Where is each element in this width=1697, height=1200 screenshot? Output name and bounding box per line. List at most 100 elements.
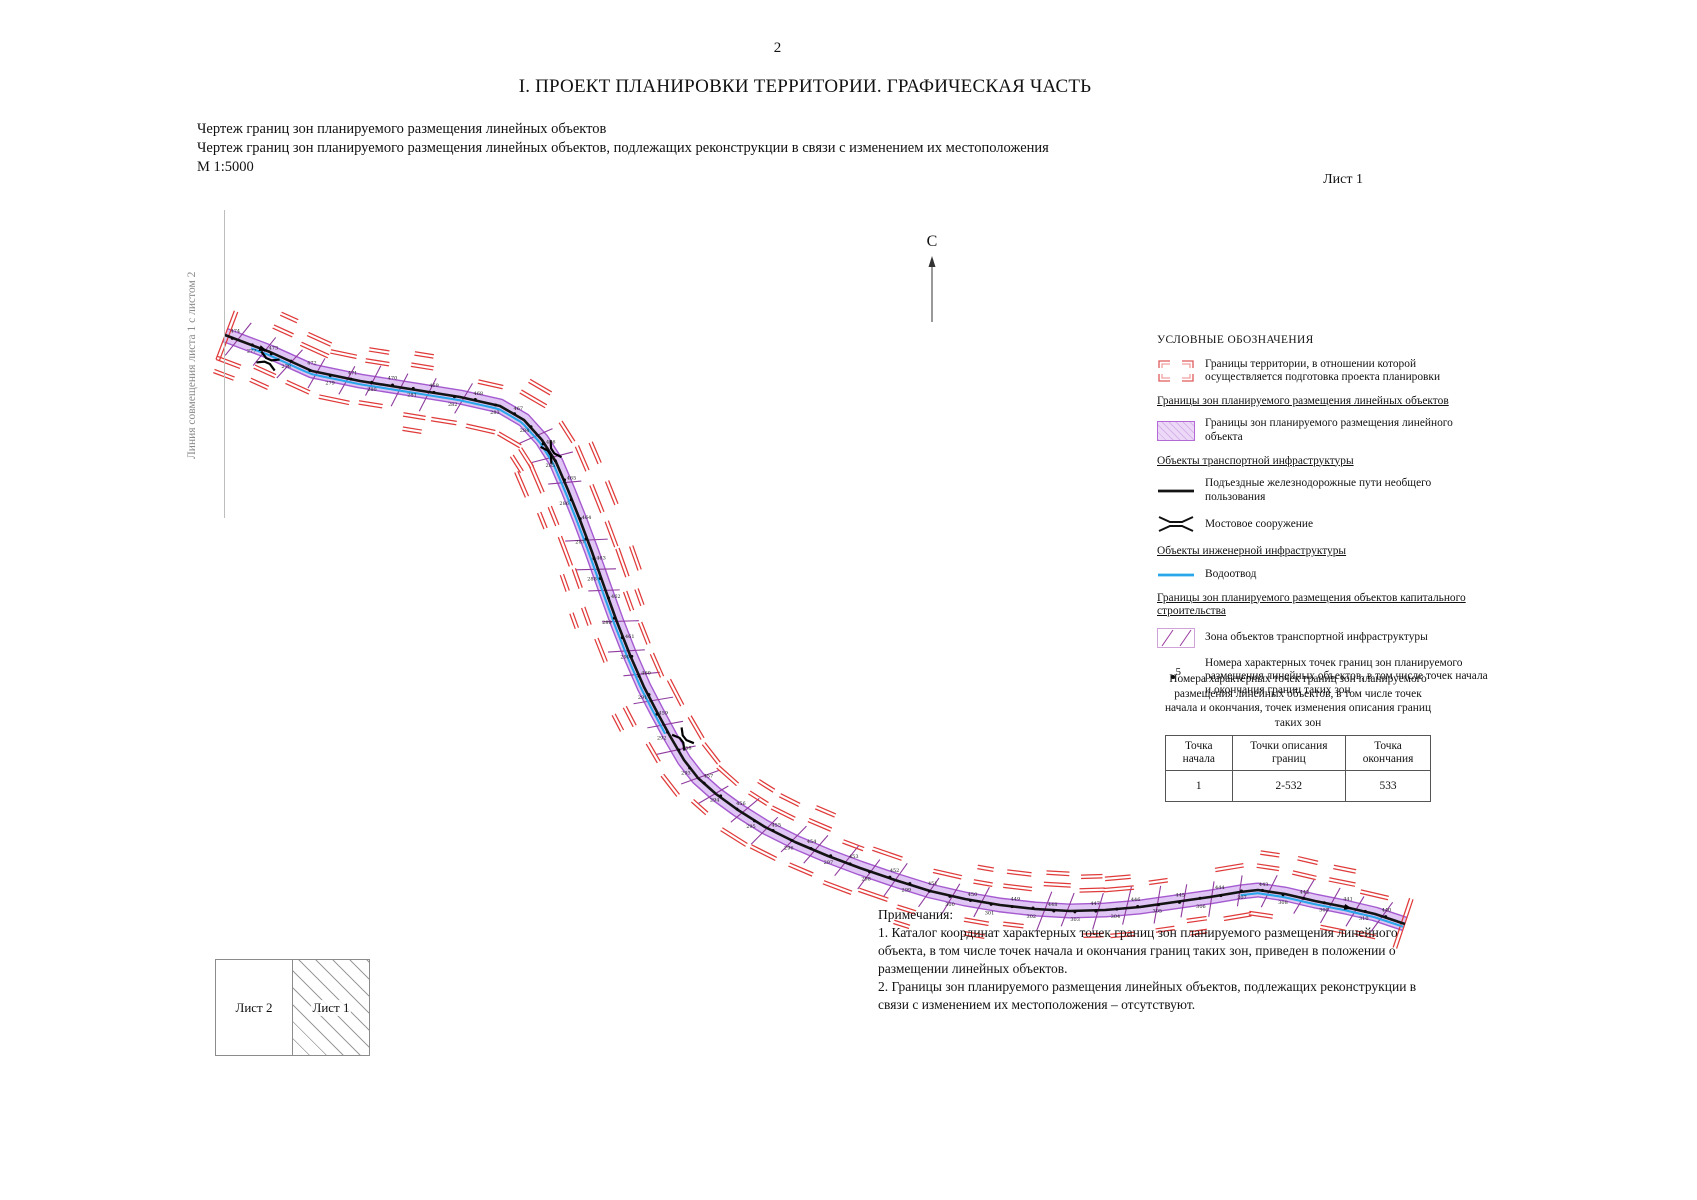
point-numbers-table: Точка начала Точки описания границ Точка… <box>1165 735 1431 803</box>
svg-text:282: 282 <box>448 402 458 408</box>
svg-text:465: 465 <box>567 475 577 481</box>
svg-text:280: 280 <box>367 387 377 393</box>
legend-item-transport-zone: Зона объектов транспортной инфраструктур… <box>1157 627 1493 648</box>
svg-text:473: 473 <box>269 346 279 352</box>
svg-text:468: 468 <box>474 391 484 397</box>
svg-text:303: 303 <box>1070 917 1080 923</box>
note-2: 2. Границы зон планируемого размещения л… <box>878 979 1417 1012</box>
svg-text:471: 471 <box>348 370 358 376</box>
start-point-value: 1 <box>1165 770 1233 803</box>
legend-item-point-numbers: 5 Номера характерных точек границ зон пл… <box>1157 657 1493 698</box>
svg-text:286: 286 <box>559 501 569 507</box>
notes-title: Примечания: <box>878 907 954 922</box>
sheet-layout-inset: Лист 2 Лист 1 <box>215 959 370 1056</box>
svg-text:459: 459 <box>658 710 668 716</box>
sheet-join-label: Линия совмещения листа 1 с листом 2 <box>186 271 198 459</box>
svg-text:281: 281 <box>407 392 417 398</box>
svg-text:277: 277 <box>247 349 257 355</box>
svg-text:448: 448 <box>1048 902 1058 908</box>
legend-item-label: Зона объектов транспортной инфраструктур… <box>1205 630 1428 643</box>
svg-text:460: 460 <box>641 671 651 677</box>
point-number-icon: 5 <box>1157 666 1195 684</box>
svg-text:466: 466 <box>546 439 556 445</box>
svg-text:455: 455 <box>772 823 782 829</box>
svg-text:284: 284 <box>520 428 530 434</box>
svg-text:462: 462 <box>611 594 621 600</box>
svg-text:292: 292 <box>657 735 667 741</box>
svg-text:291: 291 <box>638 695 648 701</box>
svg-text:453: 453 <box>849 854 859 860</box>
svg-text:289: 289 <box>602 620 612 626</box>
railway-line-icon <box>1157 486 1195 496</box>
drawing-subtitle: Чертеж границ зон планируемого размещени… <box>197 120 1049 177</box>
legend-title: УСЛОВНЫЕ ОБОЗНАЧЕНИЯ <box>1157 334 1314 346</box>
svg-text:450: 450 <box>968 892 978 898</box>
svg-text:296: 296 <box>784 846 794 852</box>
svg-text:443: 443 <box>1259 882 1269 888</box>
sheet-join-line <box>224 210 225 518</box>
page-number: 2 <box>773 40 782 56</box>
svg-text:308: 308 <box>1278 900 1288 906</box>
legend-item-label: Границы зон планируемого размещения лине… <box>1205 417 1453 443</box>
svg-text:461: 461 <box>625 634 635 640</box>
inset-sheet-2: Лист 2 <box>233 999 275 1016</box>
point-numbers-table-block: Номера характерных точек границ зон план… <box>1160 672 1436 803</box>
legend-item-label: Мостовое сооружение <box>1205 517 1313 530</box>
legend-item-label: Номера характерных точек границ зон план… <box>1205 656 1488 696</box>
svg-text:305: 305 <box>1153 909 1163 915</box>
legend-item-label: Подъездные железнодорожные пути необщего… <box>1205 477 1432 503</box>
svg-text:304: 304 <box>1111 914 1121 920</box>
svg-text:293: 293 <box>681 771 691 777</box>
legend-item-zone: Границы зон планируемого размещения лине… <box>1157 417 1493 444</box>
water-line-icon <box>1157 570 1195 580</box>
svg-text:301: 301 <box>985 910 995 916</box>
zone-swatch-icon <box>1157 420 1195 441</box>
svg-text:278: 278 <box>281 364 291 370</box>
legend-heading-linear-zones: Границы зон планируемого размещения лине… <box>1157 394 1449 407</box>
svg-text:309: 309 <box>1319 907 1329 913</box>
svg-text:464: 464 <box>582 515 592 521</box>
table-header-start: Точка начала <box>1165 735 1233 772</box>
svg-text:457: 457 <box>704 774 714 780</box>
svg-text:474: 474 <box>231 329 241 335</box>
svg-text:454: 454 <box>807 839 817 845</box>
svg-text:469: 469 <box>429 383 439 389</box>
map-scale: М 1:5000 <box>197 159 254 175</box>
legend-heading-capital: Границы зон планируемого размещения объе… <box>1157 591 1466 618</box>
transport-zone-hatch-icon <box>1157 627 1195 648</box>
svg-text:287: 287 <box>575 540 585 546</box>
svg-text:440: 440 <box>1382 907 1392 913</box>
svg-text:283: 283 <box>490 410 500 416</box>
svg-text:442: 442 <box>1300 889 1310 895</box>
page-title: I. ПРОЕКТ ПЛАНИРОВКИ ТЕРРИТОРИИ. ГРАФИЧЕ… <box>518 76 1092 97</box>
legend-item-label: Границы территории, в отношении которой … <box>1205 357 1441 384</box>
note-1: 1. Каталог координат характерных точек г… <box>878 925 1398 976</box>
description-points-value: 2-532 <box>1231 770 1347 803</box>
subtitle-line-1: Чертеж границ зон планируемого размещени… <box>197 121 607 137</box>
legend: УСЛОВНЫЕ ОБОЗНАЧЕНИЯ Границы территории,… <box>1157 334 1493 707</box>
inset-sheet-1: Лист 1 <box>292 960 369 1055</box>
bridge-icon <box>1157 513 1195 535</box>
svg-text:310: 310 <box>1359 916 1369 922</box>
svg-text:302: 302 <box>1027 914 1037 920</box>
legend-item-bridge: Мостовое сооружение <box>1157 513 1493 535</box>
table-title: Номера характерных точек границ зон план… <box>1164 673 1432 729</box>
svg-text:300: 300 <box>945 902 955 908</box>
svg-text:452: 452 <box>890 868 900 874</box>
notes-block: Примечания: 1. Каталог координат характе… <box>878 906 1418 1014</box>
svg-text:470: 470 <box>388 375 398 381</box>
svg-text:297: 297 <box>824 860 834 866</box>
svg-text:306: 306 <box>1196 904 1206 910</box>
svg-text:279: 279 <box>325 380 335 386</box>
territory-boundary-icon <box>1157 359 1195 383</box>
legend-item-water: Водоотвод <box>1157 568 1493 582</box>
svg-text:447: 447 <box>1090 901 1100 907</box>
subtitle-line-2: Чертеж границ зон планируемого размещени… <box>197 140 1049 156</box>
svg-text:307: 307 <box>1237 895 1247 901</box>
legend-heading-engineering: Объекты инженерной инфраструктуры <box>1157 545 1347 558</box>
table-header-end: Точка окончания <box>1345 735 1431 772</box>
svg-text:441: 441 <box>1343 897 1353 903</box>
svg-text:299: 299 <box>902 888 912 894</box>
svg-text:288: 288 <box>587 577 597 583</box>
